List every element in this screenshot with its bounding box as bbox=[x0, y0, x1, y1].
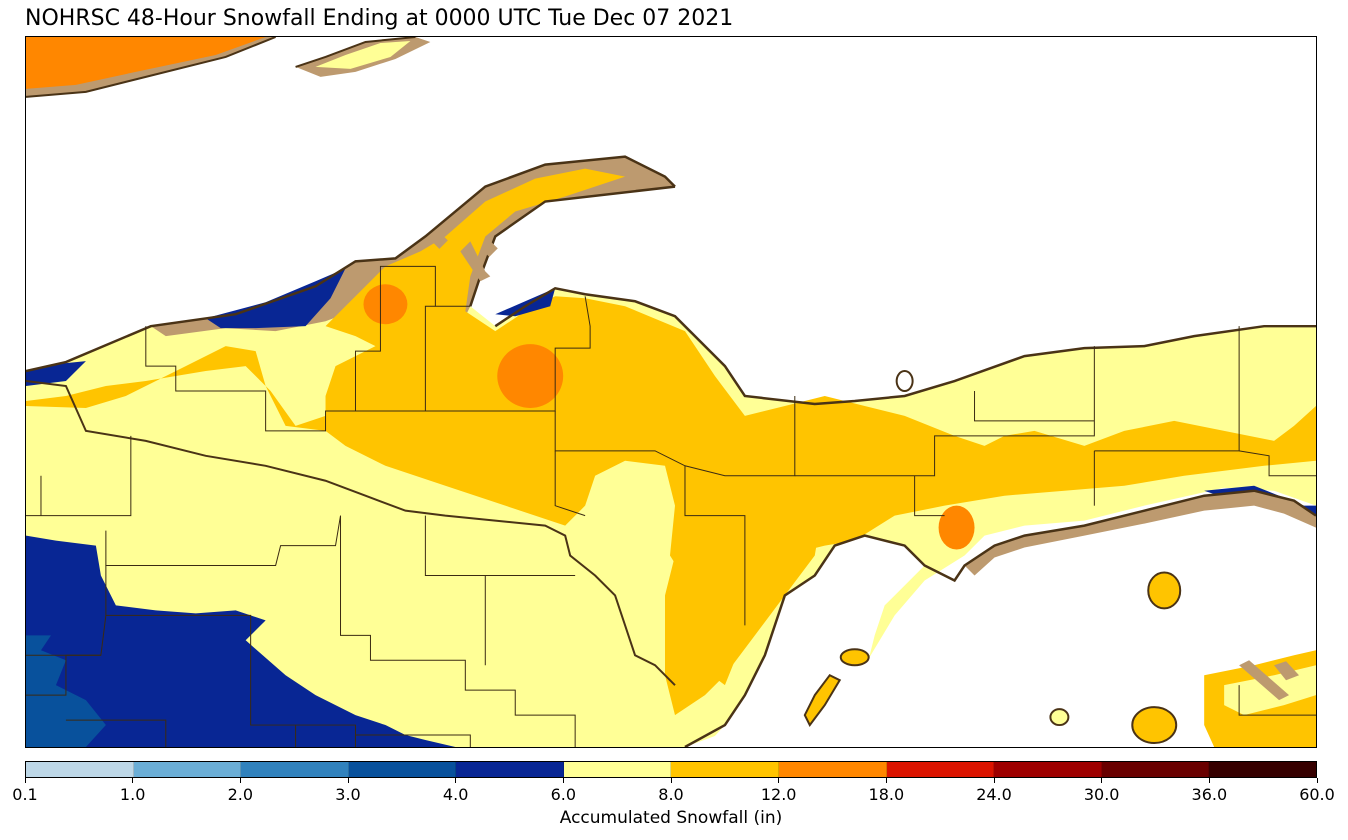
lake-huron-trace-shore bbox=[964, 490, 1316, 576]
island-6 bbox=[803, 673, 842, 727]
colorbar-tick-label: 18.0 bbox=[868, 785, 905, 804]
coastline-south bbox=[684, 489, 1316, 747]
colorbar-tick bbox=[24, 778, 26, 783]
island-5 bbox=[895, 370, 914, 393]
colorbar-label: Accumulated Snowfall (in) bbox=[559, 808, 783, 828]
colorbar-segment bbox=[1209, 762, 1316, 777]
colorbar-tick-label: 30.0 bbox=[1083, 785, 1120, 804]
island-4 bbox=[1049, 708, 1070, 727]
colorbar-tick-label: 6.0 bbox=[550, 785, 577, 804]
island-3 bbox=[1131, 706, 1178, 745]
colorbar-segment bbox=[886, 762, 995, 777]
map-canvas bbox=[26, 37, 1316, 747]
colorbar-tick-label: 2.0 bbox=[227, 785, 254, 804]
colorbar-segment bbox=[241, 762, 349, 777]
zone-12-18-a bbox=[363, 284, 408, 325]
colorbar-segment bbox=[133, 762, 242, 777]
zone-4-6-southwest bbox=[26, 535, 456, 747]
colorbar-tick-label: 0.1 bbox=[12, 785, 38, 804]
colorbar-tick bbox=[670, 778, 672, 783]
colorbar-tick-label: 60.0 bbox=[1299, 785, 1335, 804]
colorbar-tick bbox=[885, 778, 887, 783]
island-1 bbox=[1147, 571, 1182, 610]
zone-12-18-b bbox=[497, 344, 564, 408]
colorbar bbox=[25, 761, 1317, 778]
county-borders bbox=[26, 265, 1316, 747]
colorbar-segment bbox=[1101, 762, 1210, 777]
colorbar-tick bbox=[1101, 778, 1103, 783]
coastline-north bbox=[26, 155, 1316, 406]
zone-8-12-west bbox=[26, 168, 1316, 686]
colorbar-tick-label: 8.0 bbox=[658, 785, 684, 804]
colorbar-tick-label: 4.0 bbox=[442, 785, 469, 804]
colorbar-tick bbox=[132, 778, 134, 783]
colorbar-segment bbox=[671, 762, 780, 777]
colorbar-tick bbox=[1316, 778, 1318, 783]
colorbar-tick-label: 1.0 bbox=[119, 785, 146, 804]
colorbar-tick-label: 36.0 bbox=[1191, 785, 1228, 804]
colorbar-tick bbox=[778, 778, 780, 783]
zone-4-6-keweenaw-east bbox=[495, 288, 556, 317]
coastline-keweenaw bbox=[469, 185, 676, 307]
colorbar-tick bbox=[347, 778, 349, 783]
trace-patch-4 bbox=[1239, 660, 1290, 701]
trace-patch-2 bbox=[480, 239, 498, 257]
colorbar-tick bbox=[239, 778, 241, 783]
colorbar-tick-label: 12.0 bbox=[760, 785, 797, 804]
colorbar-tick bbox=[993, 778, 995, 783]
colorbar-tick-label: 24.0 bbox=[976, 785, 1012, 804]
state-border bbox=[26, 380, 676, 686]
colorbar-segment bbox=[348, 762, 457, 777]
lake-superior-north-shore-orange bbox=[26, 37, 266, 89]
colorbar-segment bbox=[779, 762, 887, 777]
zone-12-18-c bbox=[938, 505, 975, 550]
trace-patch-5 bbox=[1274, 661, 1300, 681]
lake-michigan bbox=[704, 535, 925, 747]
colorbar-segment bbox=[994, 762, 1102, 777]
colorbar-segment bbox=[563, 762, 672, 777]
snowfall-map[interactable] bbox=[25, 36, 1317, 748]
colorbar-tick-label: 3.0 bbox=[335, 785, 361, 804]
colorbar-segment bbox=[456, 762, 564, 777]
colorbar-tick bbox=[455, 778, 457, 783]
map-title: NOHRSC 48-Hour Snowfall Ending at 0000 U… bbox=[25, 6, 734, 31]
colorbar-tick bbox=[1208, 778, 1210, 783]
trace-patch-1 bbox=[430, 231, 448, 249]
colorbar-tick bbox=[562, 778, 564, 783]
zone-4-6-west-edge bbox=[26, 361, 86, 387]
island-2 bbox=[839, 648, 870, 667]
colorbar-segment bbox=[26, 762, 134, 777]
isle-royale-fill bbox=[315, 40, 411, 69]
coastline-superior-north bbox=[26, 37, 416, 98]
trace-patch-3 bbox=[460, 241, 491, 282]
